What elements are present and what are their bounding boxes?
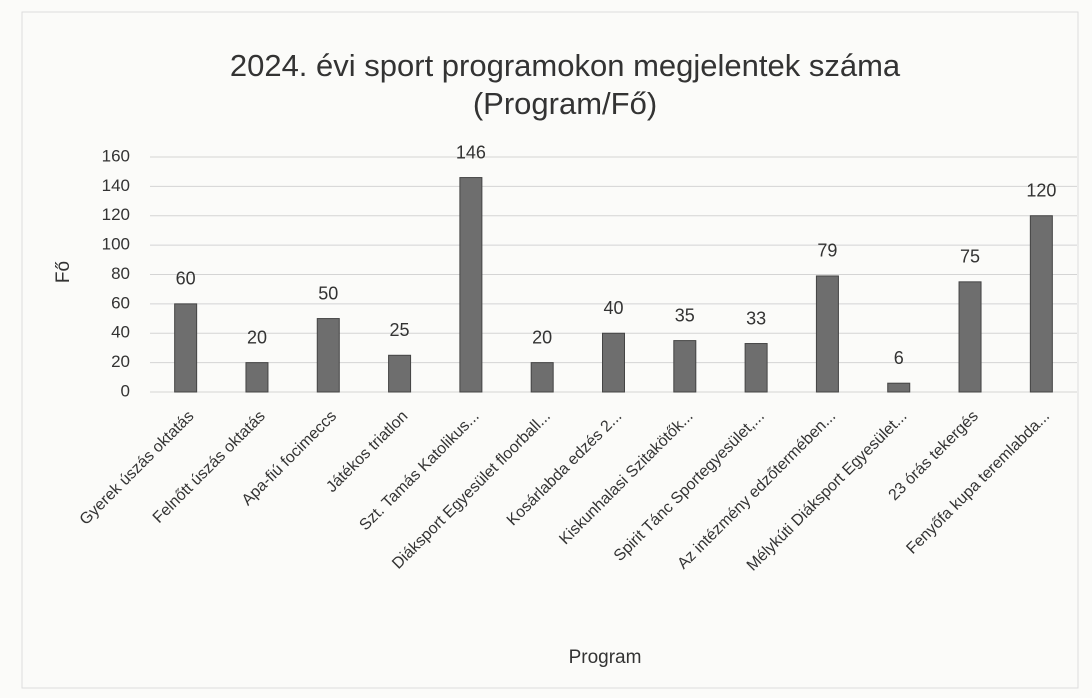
data-label: 20 xyxy=(247,327,267,347)
bar xyxy=(815,275,839,393)
y-tick-label: 40 xyxy=(111,323,130,342)
x-axis-label: Program xyxy=(569,647,642,668)
x-tick-label: Szt. Tamás Katolikus... xyxy=(356,408,482,534)
x-tick-label: Fenyőfa kupa teremlabda... xyxy=(903,408,1053,558)
x-tick-label: Az intézmény edzőtermében... xyxy=(674,408,839,573)
bar xyxy=(459,177,483,393)
chart-frame xyxy=(21,11,1079,689)
data-label: 146 xyxy=(456,142,486,162)
data-label: 60 xyxy=(176,269,196,289)
bar xyxy=(602,332,625,393)
bar xyxy=(388,354,412,393)
data-label: 40 xyxy=(603,298,623,318)
bar xyxy=(887,382,911,393)
data-label: 120 xyxy=(1026,181,1056,201)
data-label: 33 xyxy=(746,308,766,328)
bar xyxy=(958,281,982,393)
y-tick-label: 120 xyxy=(102,205,130,224)
y-tick-label: 20 xyxy=(111,352,130,371)
data-label: 75 xyxy=(960,247,980,267)
data-label: 20 xyxy=(532,327,552,347)
chart-subtitle: (Program/Fő) xyxy=(473,86,657,121)
x-tick-label: Gyerek úszás oktatás xyxy=(77,408,198,529)
bar xyxy=(174,303,198,393)
x-tick-label: Kiskunhalasi Szitakötők... xyxy=(556,408,696,548)
x-tick-label: Diáksport Egyesület floorball... xyxy=(389,408,554,573)
bar xyxy=(744,343,768,393)
y-tick-label: 60 xyxy=(111,293,130,312)
x-tick-label: Kosárlabda edzés 2... xyxy=(504,408,625,529)
x-tick-label: Spirit Tánc Sportegyesület,... xyxy=(611,408,768,565)
y-axis-label: Fő xyxy=(53,261,74,283)
data-label: 35 xyxy=(675,305,695,325)
bar xyxy=(673,340,697,393)
bar xyxy=(245,362,269,393)
chart-title: 2024. évi sport programokon megjelentek … xyxy=(230,48,901,83)
bar xyxy=(530,362,554,393)
data-label: 25 xyxy=(390,320,410,340)
y-tick-label: 80 xyxy=(111,264,130,283)
y-tick-label: 140 xyxy=(102,176,130,195)
y-tick-label: 100 xyxy=(102,235,130,254)
bar xyxy=(1029,215,1053,393)
bar xyxy=(316,318,340,393)
y-tick-label: 160 xyxy=(102,146,130,165)
data-label: 79 xyxy=(817,241,837,261)
y-tick-label: 0 xyxy=(121,381,130,400)
data-label: 50 xyxy=(318,283,338,303)
data-label: 6 xyxy=(894,348,904,368)
